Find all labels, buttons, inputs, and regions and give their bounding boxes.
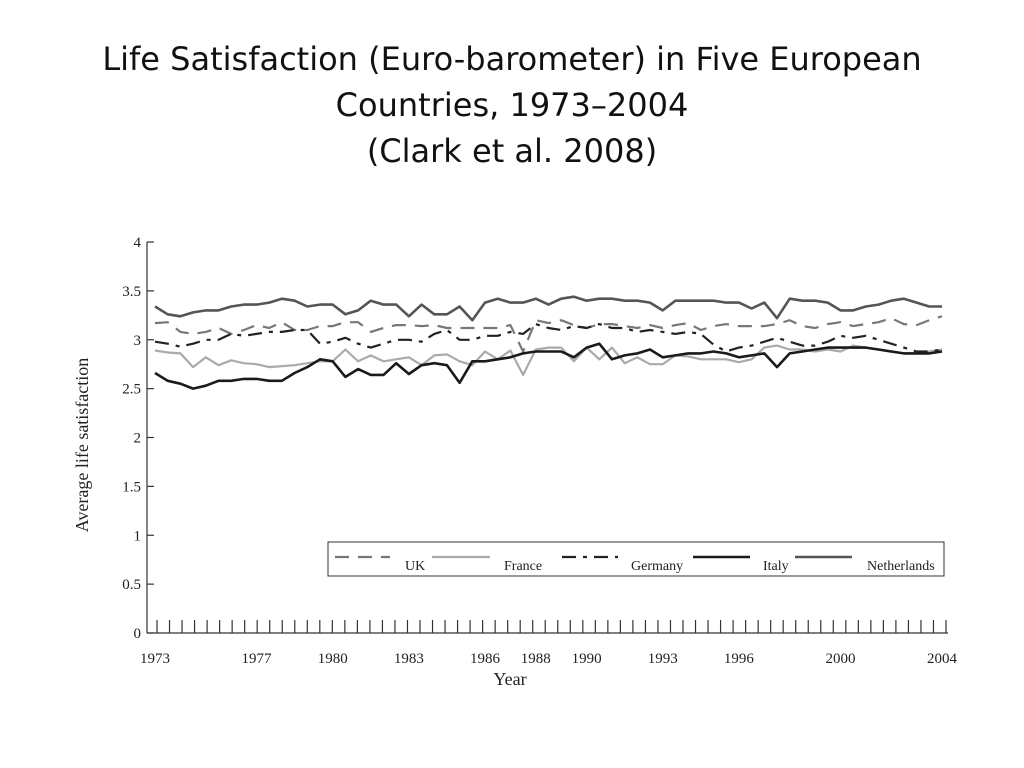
legend-label-germany: Germany [631, 559, 683, 574]
legend-label-italy: Italy [763, 559, 789, 574]
x-tick-label: 1977 [242, 651, 273, 667]
series-line-france [154, 344, 943, 376]
series-line-germany [154, 323, 943, 353]
x-tick-label: 1996 [724, 651, 755, 667]
series-line-uk [154, 315, 943, 353]
y-axis-title: Average life satisfaction [72, 358, 92, 533]
legend-box [327, 541, 945, 577]
x-tick-label: 1990 [572, 651, 602, 667]
x-tick-label: 1973 [140, 651, 170, 667]
y-tick-label: 1.5 [122, 479, 141, 495]
y-tick-label: 3 [134, 333, 142, 349]
series-line-netherlands [154, 295, 942, 322]
y-tick-label: 2 [134, 431, 142, 447]
x-tick-label: 1988 [521, 651, 551, 667]
x-axis-title: Year [493, 669, 526, 689]
x-tick-label: 1986 [470, 651, 501, 667]
x-tick-label: 1983 [394, 651, 424, 667]
y-tick-label: 1 [134, 528, 142, 544]
title-line-1: Life Satisfaction (Euro-barometer) in Fi… [102, 40, 922, 78]
series-line-italy [154, 342, 943, 390]
x-tick-label: 1980 [318, 651, 348, 667]
title-line-3: (Clark et al. 2008) [366, 132, 658, 170]
chart-legend: UK France Germany Italy Netherlands [327, 541, 945, 577]
y-tick-label: 3.5 [122, 284, 141, 300]
x-tick-label: 1993 [648, 651, 678, 667]
legend-label-netherlands: Netherlands [867, 559, 935, 574]
y-tick-label: 4 [134, 235, 142, 251]
title-line-2: Countries, 1973–2004 [335, 86, 689, 124]
y-tick-label: 0 [134, 626, 142, 642]
slide-title: Life Satisfaction (Euro-barometer) in Fi… [0, 36, 1024, 174]
x-tick-label: 2000 [825, 651, 855, 667]
chart-axes: 0 0.5 1 1.5 2 2.5 3 3.5 4 1973 1977 1980 1983 1986 198… [122, 235, 957, 667]
legend-label-france: France [504, 559, 542, 574]
y-tick-label: 2.5 [122, 382, 141, 398]
series-layer [154, 295, 943, 390]
y-tick-label: 0.5 [122, 577, 141, 593]
legend-label-uk: UK [405, 559, 425, 574]
x-tick-label: 2004 [927, 651, 958, 667]
